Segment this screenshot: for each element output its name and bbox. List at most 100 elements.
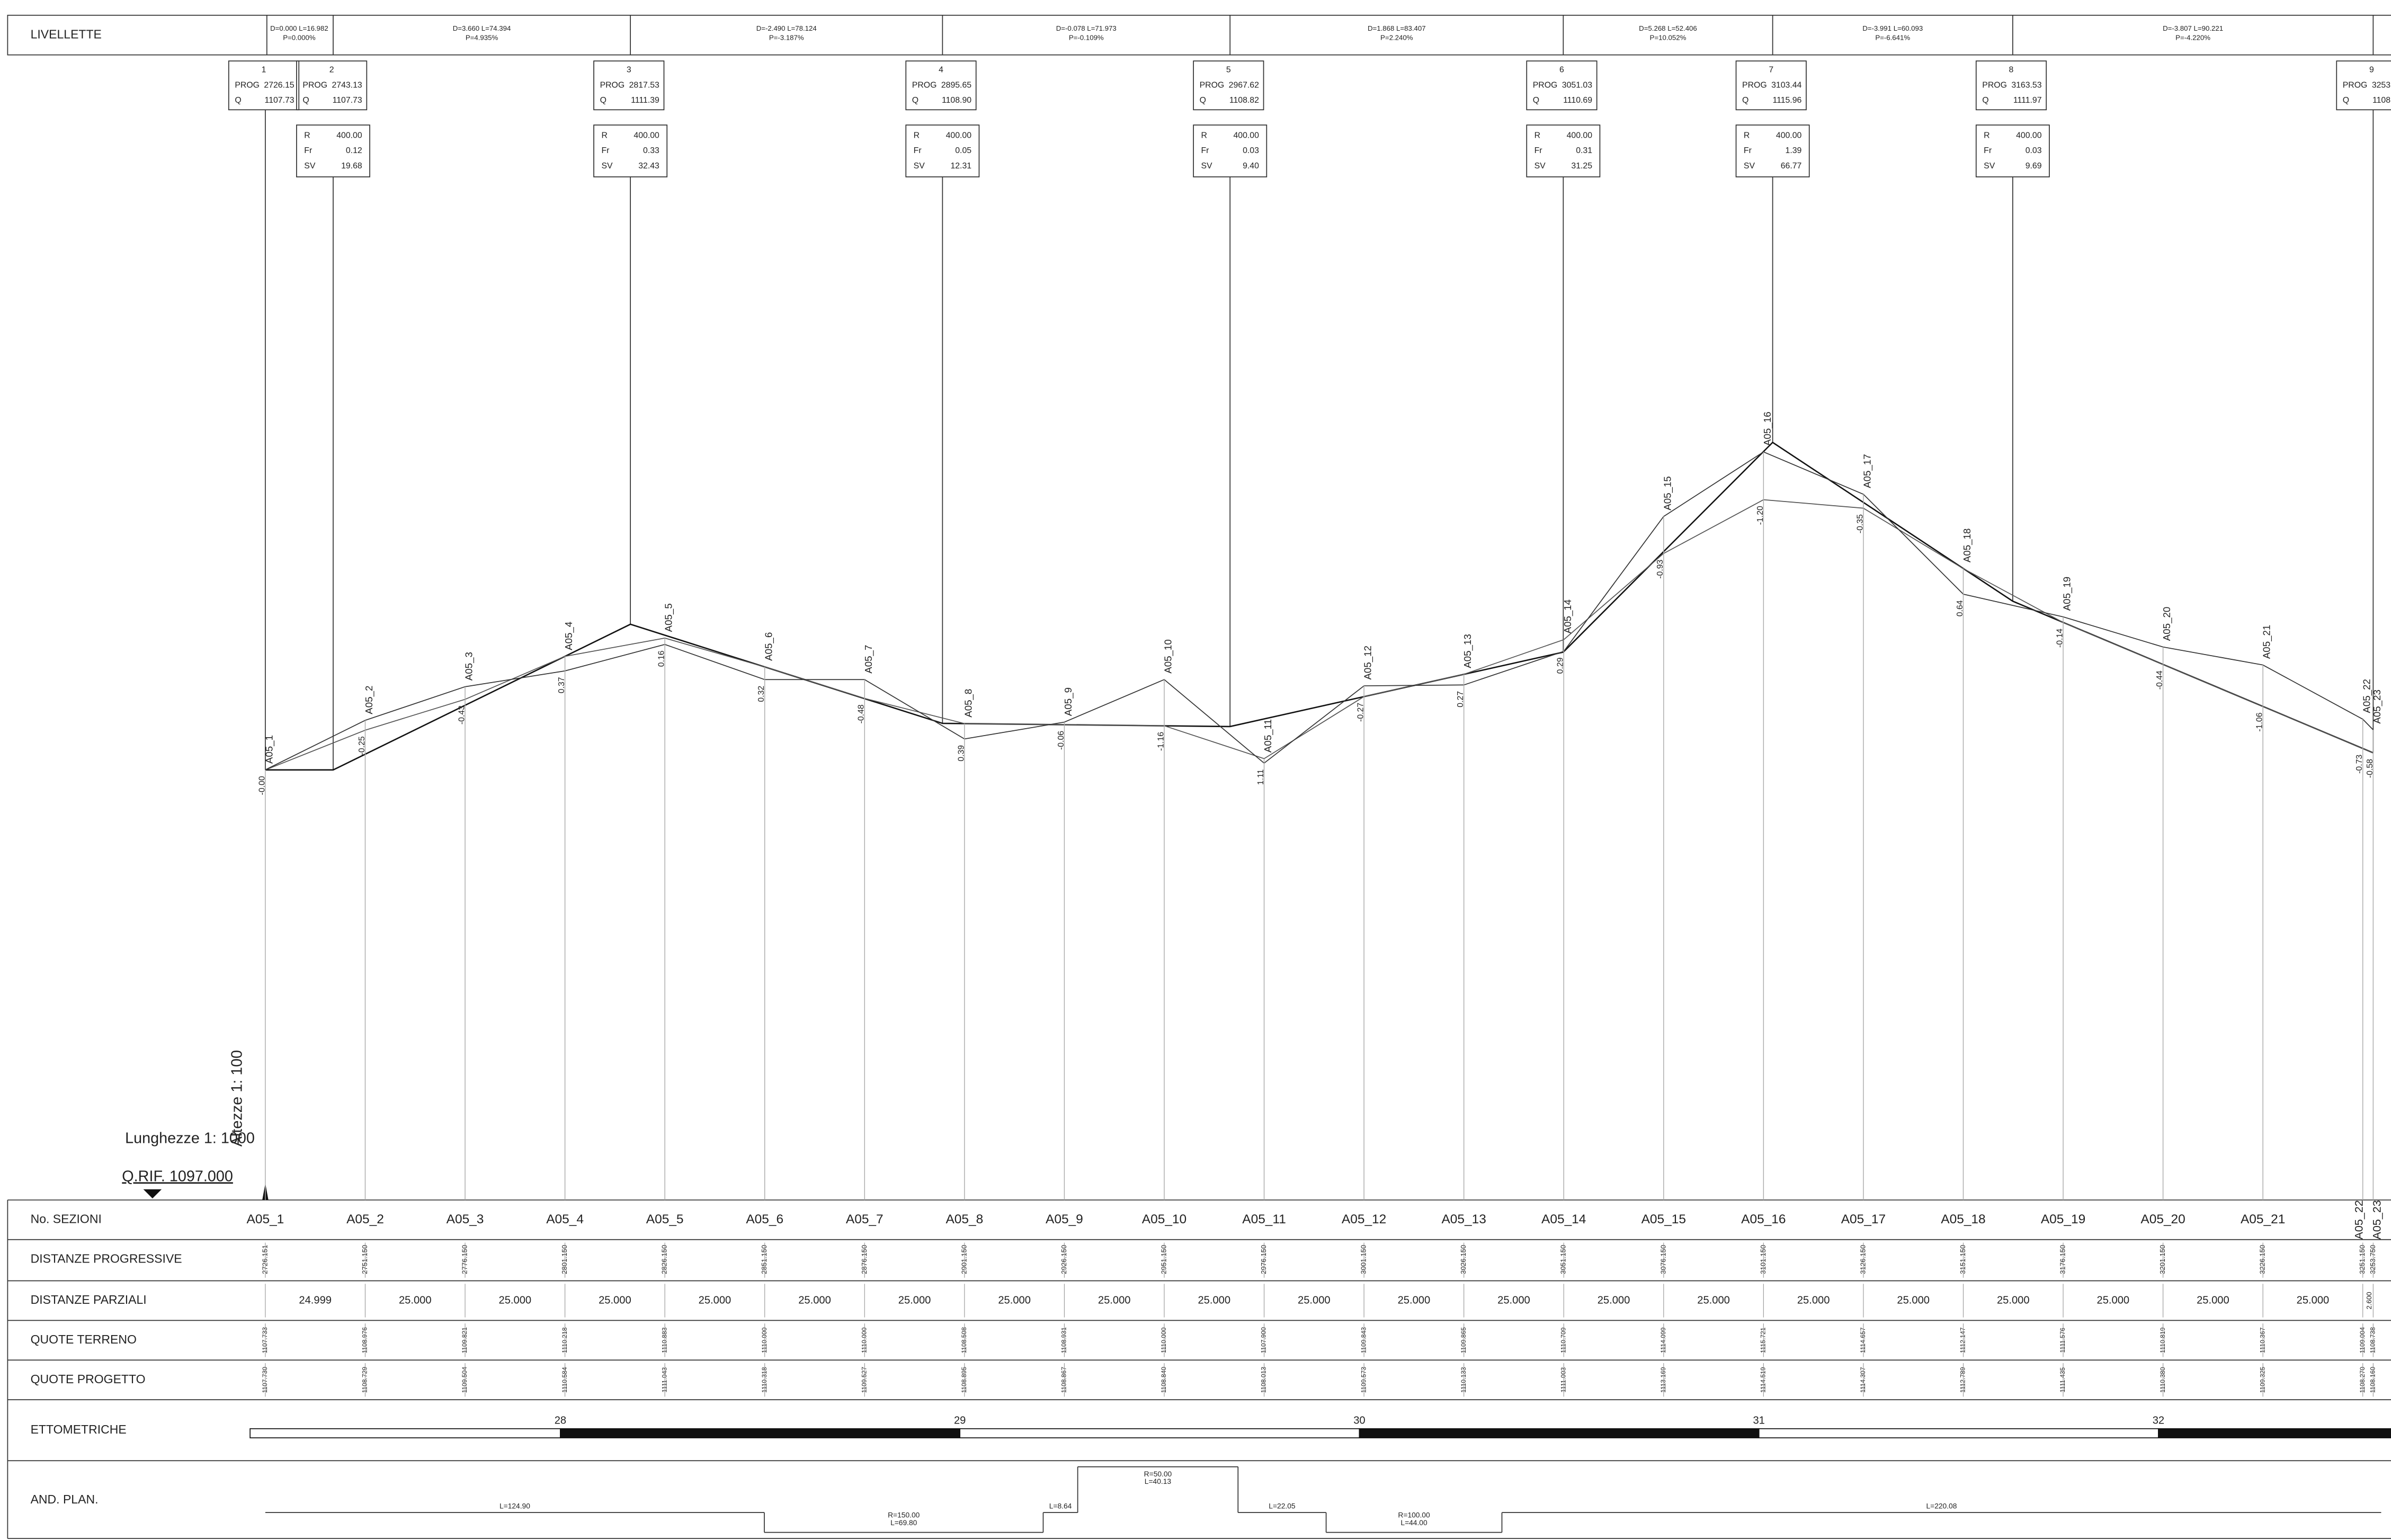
curve-field: R bbox=[1201, 131, 1207, 140]
grade-length: D=3.660 L=74.394 bbox=[453, 24, 511, 32]
curve-field: Fr bbox=[1984, 146, 1992, 155]
section-name: A05_15 bbox=[1641, 1212, 1686, 1226]
vertex-prog: 3163.53 bbox=[2011, 80, 2041, 89]
height-difference: -0.35 bbox=[1855, 514, 1864, 533]
grade-line bbox=[265, 441, 2374, 771]
vertex-field: Q bbox=[302, 96, 309, 105]
curve-value: 0.33 bbox=[643, 146, 659, 155]
grade-slope: P=4.935% bbox=[466, 33, 498, 41]
height-difference: -1.20 bbox=[1756, 506, 1765, 525]
section-label: A05_16 bbox=[1762, 411, 1773, 445]
vertex-prog: 3253.75 bbox=[2372, 80, 2391, 89]
vertex-field: PROG bbox=[1533, 80, 1558, 89]
progressive-distance: 2926.150 bbox=[1060, 1245, 1068, 1274]
design-quota: 1108.270 bbox=[2359, 1367, 2366, 1393]
hectometer-label: 32 bbox=[2153, 1415, 2164, 1427]
curve-field: SV bbox=[1744, 162, 1755, 171]
grade-slope: P=-6.641% bbox=[1875, 33, 1910, 41]
section-label: A05_23 bbox=[2371, 690, 2383, 723]
hectometer-segment bbox=[249, 1428, 561, 1438]
vertex-prog: 2817.53 bbox=[629, 80, 659, 89]
progressive-distance: 2976.150 bbox=[1260, 1245, 1268, 1274]
terrain-quota: 1110.218 bbox=[561, 1327, 568, 1353]
vertex-field: Q bbox=[600, 96, 606, 105]
design-quota: 1108.867 bbox=[1060, 1367, 1068, 1393]
partial-distance: 25.000 bbox=[1797, 1294, 1830, 1306]
section-label: A05_9 bbox=[1063, 687, 1074, 716]
hectometer-segment bbox=[1758, 1428, 2159, 1438]
vertex-box bbox=[296, 60, 368, 111]
height-difference: -1.06 bbox=[2255, 712, 2264, 731]
plan-length: L=220.08 bbox=[1926, 1501, 1957, 1510]
hectometer-segment bbox=[959, 1428, 1360, 1438]
vertex-quota: 1107.73 bbox=[265, 96, 295, 105]
vertex-field: Q bbox=[235, 96, 241, 105]
design-quota: 1108.160 bbox=[2369, 1367, 2377, 1393]
section-name: A05_13 bbox=[1441, 1212, 1486, 1226]
grade-length: D=5.268 L=52.406 bbox=[1639, 24, 1697, 32]
curve-field: Fr bbox=[601, 146, 610, 155]
partial-distance: 25.000 bbox=[399, 1294, 432, 1306]
section-name: A05_22 bbox=[2352, 1200, 2366, 1239]
terrain-quota: 1111.576 bbox=[2059, 1328, 2066, 1353]
height-difference: -0.25 bbox=[358, 736, 367, 755]
vertex-field: PROG bbox=[912, 80, 937, 89]
vertex-number: 4 bbox=[939, 66, 943, 75]
section-name: A05_16 bbox=[1741, 1212, 1786, 1226]
vertex-field: PROG bbox=[302, 80, 327, 89]
design-quota: 1114.307 bbox=[1859, 1367, 1867, 1393]
height-difference: 0.27 bbox=[1456, 691, 1465, 708]
section-name: A05_21 bbox=[2241, 1212, 2285, 1226]
curve-value: 31.25 bbox=[1571, 162, 1592, 171]
terrain-quota: 1110.819 bbox=[2159, 1327, 2166, 1353]
progressive-distance: 3176.150 bbox=[2059, 1245, 2067, 1274]
vertex-prog: 3103.44 bbox=[1771, 80, 1801, 89]
vertex-field: PROG bbox=[600, 80, 625, 89]
design-quota: 1107.730 bbox=[261, 1367, 269, 1393]
section-name: A05_14 bbox=[1541, 1212, 1586, 1226]
progressive-distance: 3126.150 bbox=[1859, 1245, 1867, 1274]
partial-distance: 25.000 bbox=[1598, 1294, 1630, 1306]
grade-slope: P=2.240% bbox=[1380, 33, 1413, 41]
vertex-box bbox=[1526, 60, 1598, 111]
section-label: A05_11 bbox=[1262, 719, 1274, 753]
height-difference: 1.11 bbox=[1256, 769, 1265, 785]
vertex-prog: 3051.03 bbox=[1562, 80, 1592, 89]
partial-distance: 25.000 bbox=[1497, 1294, 1530, 1306]
grade-length: D=-3.807 L=90.221 bbox=[2163, 24, 2223, 32]
plan-radius: R=100.00 bbox=[1398, 1511, 1430, 1519]
section-name: A05_5 bbox=[646, 1212, 684, 1226]
partial-distance: 25.000 bbox=[1098, 1294, 1131, 1306]
vertex-field: PROG bbox=[235, 80, 260, 89]
curve-field: Fr bbox=[1201, 146, 1210, 155]
vertex-quota: 1111.97 bbox=[2013, 96, 2042, 105]
vertex-number: 5 bbox=[1226, 66, 1231, 75]
vertex-box bbox=[1975, 60, 2047, 111]
row-label: QUOTE TERRENO bbox=[31, 1332, 137, 1346]
curve-value: 0.31 bbox=[1576, 146, 1592, 155]
progressive-distance: 2826.150 bbox=[661, 1245, 668, 1274]
progressive-distance: 2851.150 bbox=[760, 1245, 768, 1274]
terrain-quota: 1109.865 bbox=[1460, 1327, 1467, 1354]
curve-value: 400.00 bbox=[1233, 131, 1259, 140]
progressive-distance: 3251.150 bbox=[2358, 1245, 2366, 1274]
curve-field: R bbox=[601, 131, 607, 140]
terrain-quota: 1114.657 bbox=[1859, 1327, 1867, 1353]
reference-level: Q.RIF. 1097.000 bbox=[122, 1168, 233, 1185]
terrain-quota: 1110.883 bbox=[661, 1327, 668, 1353]
section-name: A05_2 bbox=[346, 1212, 384, 1226]
vertex-box bbox=[1193, 60, 1264, 111]
height-difference: -0.43 bbox=[457, 705, 466, 724]
vertex-field: Q bbox=[912, 96, 918, 105]
section-name: A05_23 bbox=[2370, 1200, 2384, 1239]
vertex-number: 3 bbox=[627, 66, 631, 75]
curve-value: 400.00 bbox=[946, 131, 972, 140]
progressive-distance: 3026.150 bbox=[1459, 1245, 1467, 1274]
height-difference: -0.00 bbox=[257, 776, 266, 795]
terrain-quota: 1108.738 bbox=[2369, 1327, 2377, 1354]
vertex-field: Q bbox=[1742, 96, 1748, 105]
vertex-number: 8 bbox=[2009, 66, 2014, 75]
vertex-number: 1 bbox=[262, 66, 266, 75]
section-name: A05_9 bbox=[1046, 1212, 1083, 1226]
curve-value: 400.00 bbox=[1567, 131, 1593, 140]
